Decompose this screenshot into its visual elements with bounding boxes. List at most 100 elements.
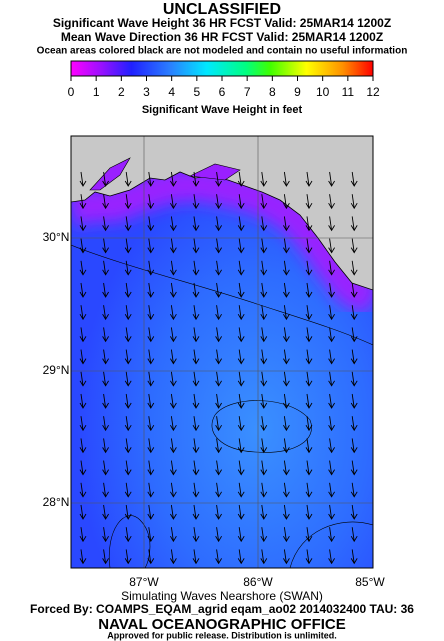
arrow	[147, 194, 155, 210]
arrow	[350, 260, 358, 276]
arrow	[283, 371, 290, 387]
arrow	[305, 504, 313, 520]
arrow	[192, 393, 200, 409]
release: Approved for public release. Distributio…	[107, 630, 337, 640]
arrow	[192, 527, 200, 543]
arrow	[305, 460, 313, 476]
colorbar-label: Significant Wave Height in feet	[142, 104, 303, 116]
arrow	[215, 527, 222, 543]
arrow	[170, 349, 177, 365]
arrow	[215, 216, 222, 232]
arrow	[147, 438, 155, 454]
arrow	[102, 504, 109, 520]
colorbar-tick-label: 2	[118, 85, 125, 99]
arrow	[328, 349, 335, 365]
arrow	[79, 416, 87, 432]
arrow	[305, 549, 313, 565]
arrow	[237, 305, 245, 321]
arrow	[147, 482, 155, 498]
arrow	[350, 527, 358, 543]
arrow	[237, 549, 245, 565]
arrow	[350, 482, 358, 498]
arrow	[350, 438, 358, 454]
arrow	[305, 238, 313, 254]
arrow	[79, 282, 87, 298]
arrow	[215, 549, 222, 565]
arrow	[147, 349, 155, 365]
arrow	[283, 438, 290, 454]
arrow	[215, 260, 222, 276]
arrow	[170, 393, 177, 409]
arrow	[305, 416, 313, 432]
arrow	[237, 349, 245, 365]
arrow	[237, 482, 245, 498]
arrow	[124, 282, 132, 298]
arrow	[192, 349, 200, 365]
arrow	[79, 194, 87, 210]
arrow	[215, 482, 222, 498]
lat-label: 28°N	[43, 495, 70, 509]
arrow	[237, 282, 245, 298]
arrow	[170, 460, 177, 476]
colorbar-tick-label: 4	[168, 85, 175, 99]
arrow	[79, 393, 87, 409]
arrow	[170, 238, 177, 254]
arrow	[170, 216, 177, 232]
arrow	[102, 438, 109, 454]
arrow	[79, 527, 87, 543]
note: Ocean areas colored black are not modele…	[37, 46, 408, 57]
arrow	[124, 504, 132, 520]
colorbar	[70, 60, 374, 77]
arrow	[192, 238, 200, 254]
arrow	[192, 305, 200, 321]
arrow	[328, 238, 335, 254]
wave-direction-arrows	[79, 171, 358, 565]
arrow	[237, 393, 245, 409]
arrow	[170, 527, 177, 543]
arrow	[328, 393, 335, 409]
arrow	[102, 460, 109, 476]
arrow	[215, 327, 222, 343]
colorbar-tick-label: 9	[294, 85, 301, 99]
arrow	[147, 460, 155, 476]
arrow	[215, 504, 222, 520]
arrow	[215, 305, 222, 321]
arrow	[237, 238, 245, 254]
arrow	[305, 194, 313, 210]
arrow	[124, 194, 132, 210]
arrow	[102, 482, 109, 498]
arrow	[305, 327, 313, 343]
arrow	[260, 527, 268, 543]
arrow	[328, 438, 335, 454]
arrow	[260, 393, 268, 409]
colorbar-tick-label: 12	[366, 85, 380, 99]
arrow	[79, 238, 87, 254]
arrow	[350, 305, 358, 321]
arrow	[170, 327, 177, 343]
arrow	[350, 416, 358, 432]
arrow	[102, 349, 109, 365]
arrow	[147, 171, 155, 187]
arrow	[147, 282, 155, 298]
arrow	[260, 460, 268, 476]
arrow	[147, 260, 155, 276]
contour	[71, 244, 373, 346]
colorbar-ticks: 0 1 2 3 4 5 6 7 8 9 10 11 12	[68, 76, 380, 99]
grid	[71, 136, 373, 568]
arrow	[260, 482, 268, 498]
arrow	[237, 438, 245, 454]
arrow	[124, 460, 132, 476]
arrow	[192, 482, 200, 498]
arrow	[237, 527, 245, 543]
arrow	[79, 549, 87, 565]
arrow	[283, 260, 290, 276]
arrow	[215, 194, 222, 210]
arrow	[328, 305, 335, 321]
arrow	[328, 282, 335, 298]
arrow	[170, 371, 177, 387]
arrow	[350, 371, 358, 387]
forcing: Forced By: COAMPS_EQAM_agrid eqam_ao02 2…	[30, 602, 414, 616]
arrow	[147, 216, 155, 232]
arrow	[102, 238, 109, 254]
arrow	[260, 171, 268, 187]
